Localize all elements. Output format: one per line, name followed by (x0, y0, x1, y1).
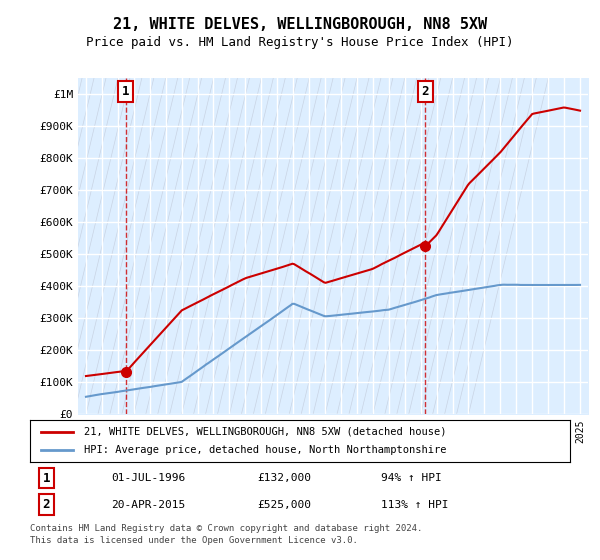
Text: This data is licensed under the Open Government Licence v3.0.: This data is licensed under the Open Gov… (30, 536, 358, 545)
Text: 21, WHITE DELVES, WELLINGBOROUGH, NN8 5XW (detached house): 21, WHITE DELVES, WELLINGBOROUGH, NN8 5X… (84, 427, 446, 437)
Text: 113% ↑ HPI: 113% ↑ HPI (381, 500, 449, 510)
Text: 2: 2 (43, 498, 50, 511)
Text: £525,000: £525,000 (257, 500, 311, 510)
Text: 01-JUL-1996: 01-JUL-1996 (111, 473, 185, 483)
Text: £132,000: £132,000 (257, 473, 311, 483)
Text: 1: 1 (122, 85, 130, 98)
Text: 94% ↑ HPI: 94% ↑ HPI (381, 473, 442, 483)
Text: 21, WHITE DELVES, WELLINGBOROUGH, NN8 5XW: 21, WHITE DELVES, WELLINGBOROUGH, NN8 5X… (113, 17, 487, 32)
Text: 2: 2 (422, 85, 429, 98)
Text: 1: 1 (43, 472, 50, 484)
Text: Contains HM Land Registry data © Crown copyright and database right 2024.: Contains HM Land Registry data © Crown c… (30, 524, 422, 533)
Text: HPI: Average price, detached house, North Northamptonshire: HPI: Average price, detached house, Nort… (84, 445, 446, 455)
Text: 20-APR-2015: 20-APR-2015 (111, 500, 185, 510)
Text: Price paid vs. HM Land Registry's House Price Index (HPI): Price paid vs. HM Land Registry's House … (86, 36, 514, 49)
